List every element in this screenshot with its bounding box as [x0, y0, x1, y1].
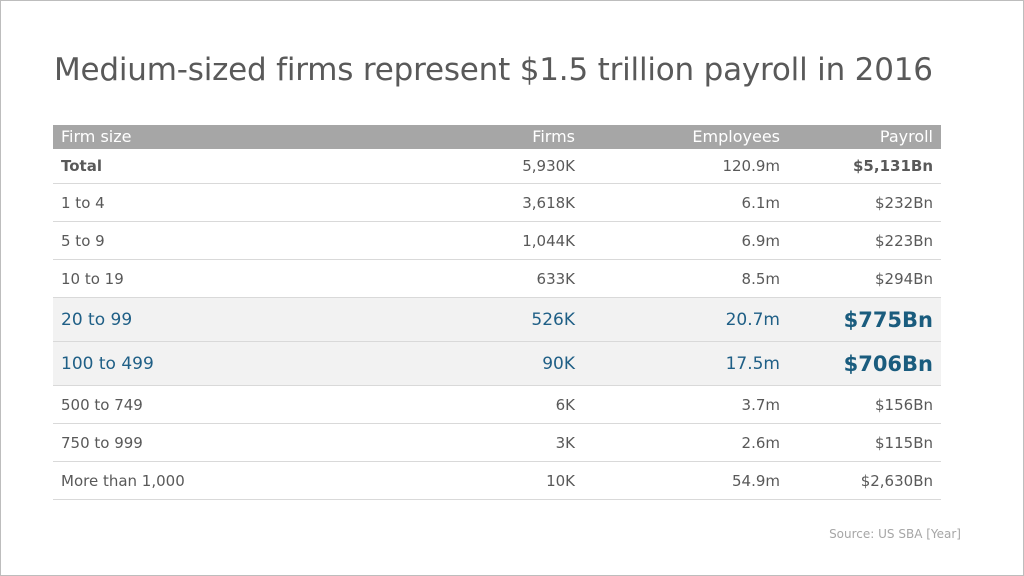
- cell-firms: 3K: [413, 423, 583, 462]
- cell-employees: 8.5m: [583, 259, 788, 298]
- source-note: Source: US SBA [Year]: [829, 527, 961, 541]
- page-title: Medium-sized firms represent $1.5 trilli…: [54, 52, 933, 88]
- cell-firm-size: Total: [53, 149, 413, 184]
- cell-payroll: $2,630Bn: [788, 461, 941, 500]
- cell-employees: 54.9m: [583, 461, 788, 500]
- table-row: 20 to 99 526K 20.7m $775Bn: [53, 297, 941, 342]
- cell-payroll: $223Bn: [788, 221, 941, 260]
- cell-firms: 10K: [413, 461, 583, 500]
- cell-firm-size: 750 to 999: [53, 423, 413, 462]
- cell-employees: 2.6m: [583, 423, 788, 462]
- table-row: 1 to 4 3,618K 6.1m $232Bn: [53, 183, 941, 222]
- table-header-row: Firm size Firms Employees Payroll: [53, 125, 941, 149]
- cell-firms: 90K: [413, 341, 583, 386]
- table-row: 500 to 749 6K 3.7m $156Bn: [53, 385, 941, 424]
- cell-firms: 633K: [413, 259, 583, 298]
- cell-firm-size: 100 to 499: [53, 341, 413, 386]
- cell-firm-size: 500 to 749: [53, 385, 413, 424]
- cell-firm-size: 1 to 4: [53, 183, 413, 222]
- cell-employees: 120.9m: [583, 149, 788, 184]
- cell-employees: 17.5m: [583, 341, 788, 386]
- column-header-employees: Employees: [583, 125, 788, 149]
- cell-employees: 6.1m: [583, 183, 788, 222]
- cell-employees: 20.7m: [583, 297, 788, 342]
- cell-employees: 6.9m: [583, 221, 788, 260]
- cell-firm-size: 20 to 99: [53, 297, 413, 342]
- table-row: 750 to 999 3K 2.6m $115Bn: [53, 423, 941, 462]
- table-row: 5 to 9 1,044K 6.9m $223Bn: [53, 221, 941, 260]
- table-row: Total 5,930K 120.9m $5,131Bn: [53, 149, 941, 184]
- cell-payroll: $232Bn: [788, 183, 941, 222]
- column-header-payroll: Payroll: [788, 125, 941, 149]
- cell-firm-size: 10 to 19: [53, 259, 413, 298]
- table-row: More than 1,000 10K 54.9m $2,630Bn: [53, 461, 941, 500]
- cell-payroll: $115Bn: [788, 423, 941, 462]
- table-body: Total 5,930K 120.9m $5,131Bn 1 to 4 3,618K 6.1…: [53, 149, 941, 500]
- column-header-firms: Firms: [413, 125, 583, 149]
- cell-payroll: $294Bn: [788, 259, 941, 298]
- cell-payroll: $775Bn: [788, 297, 941, 342]
- table-row: 10 to 19 633K 8.5m $294Bn: [53, 259, 941, 298]
- cell-firm-size: More than 1,000: [53, 461, 413, 500]
- table-row: 100 to 499 90K 17.5m $706Bn: [53, 341, 941, 386]
- cell-firms: 1,044K: [413, 221, 583, 260]
- cell-firm-size: 5 to 9: [53, 221, 413, 260]
- cell-payroll: $5,131Bn: [788, 149, 941, 184]
- cell-firms: 6K: [413, 385, 583, 424]
- column-header-firm-size: Firm size: [53, 125, 413, 149]
- payroll-table: Firm size Firms Employees Payroll Total 5…: [53, 125, 941, 500]
- cell-firms: 526K: [413, 297, 583, 342]
- cell-firms: 5,930K: [413, 149, 583, 184]
- cell-employees: 3.7m: [583, 385, 788, 424]
- cell-payroll: $156Bn: [788, 385, 941, 424]
- cell-firms: 3,618K: [413, 183, 583, 222]
- cell-payroll: $706Bn: [788, 341, 941, 386]
